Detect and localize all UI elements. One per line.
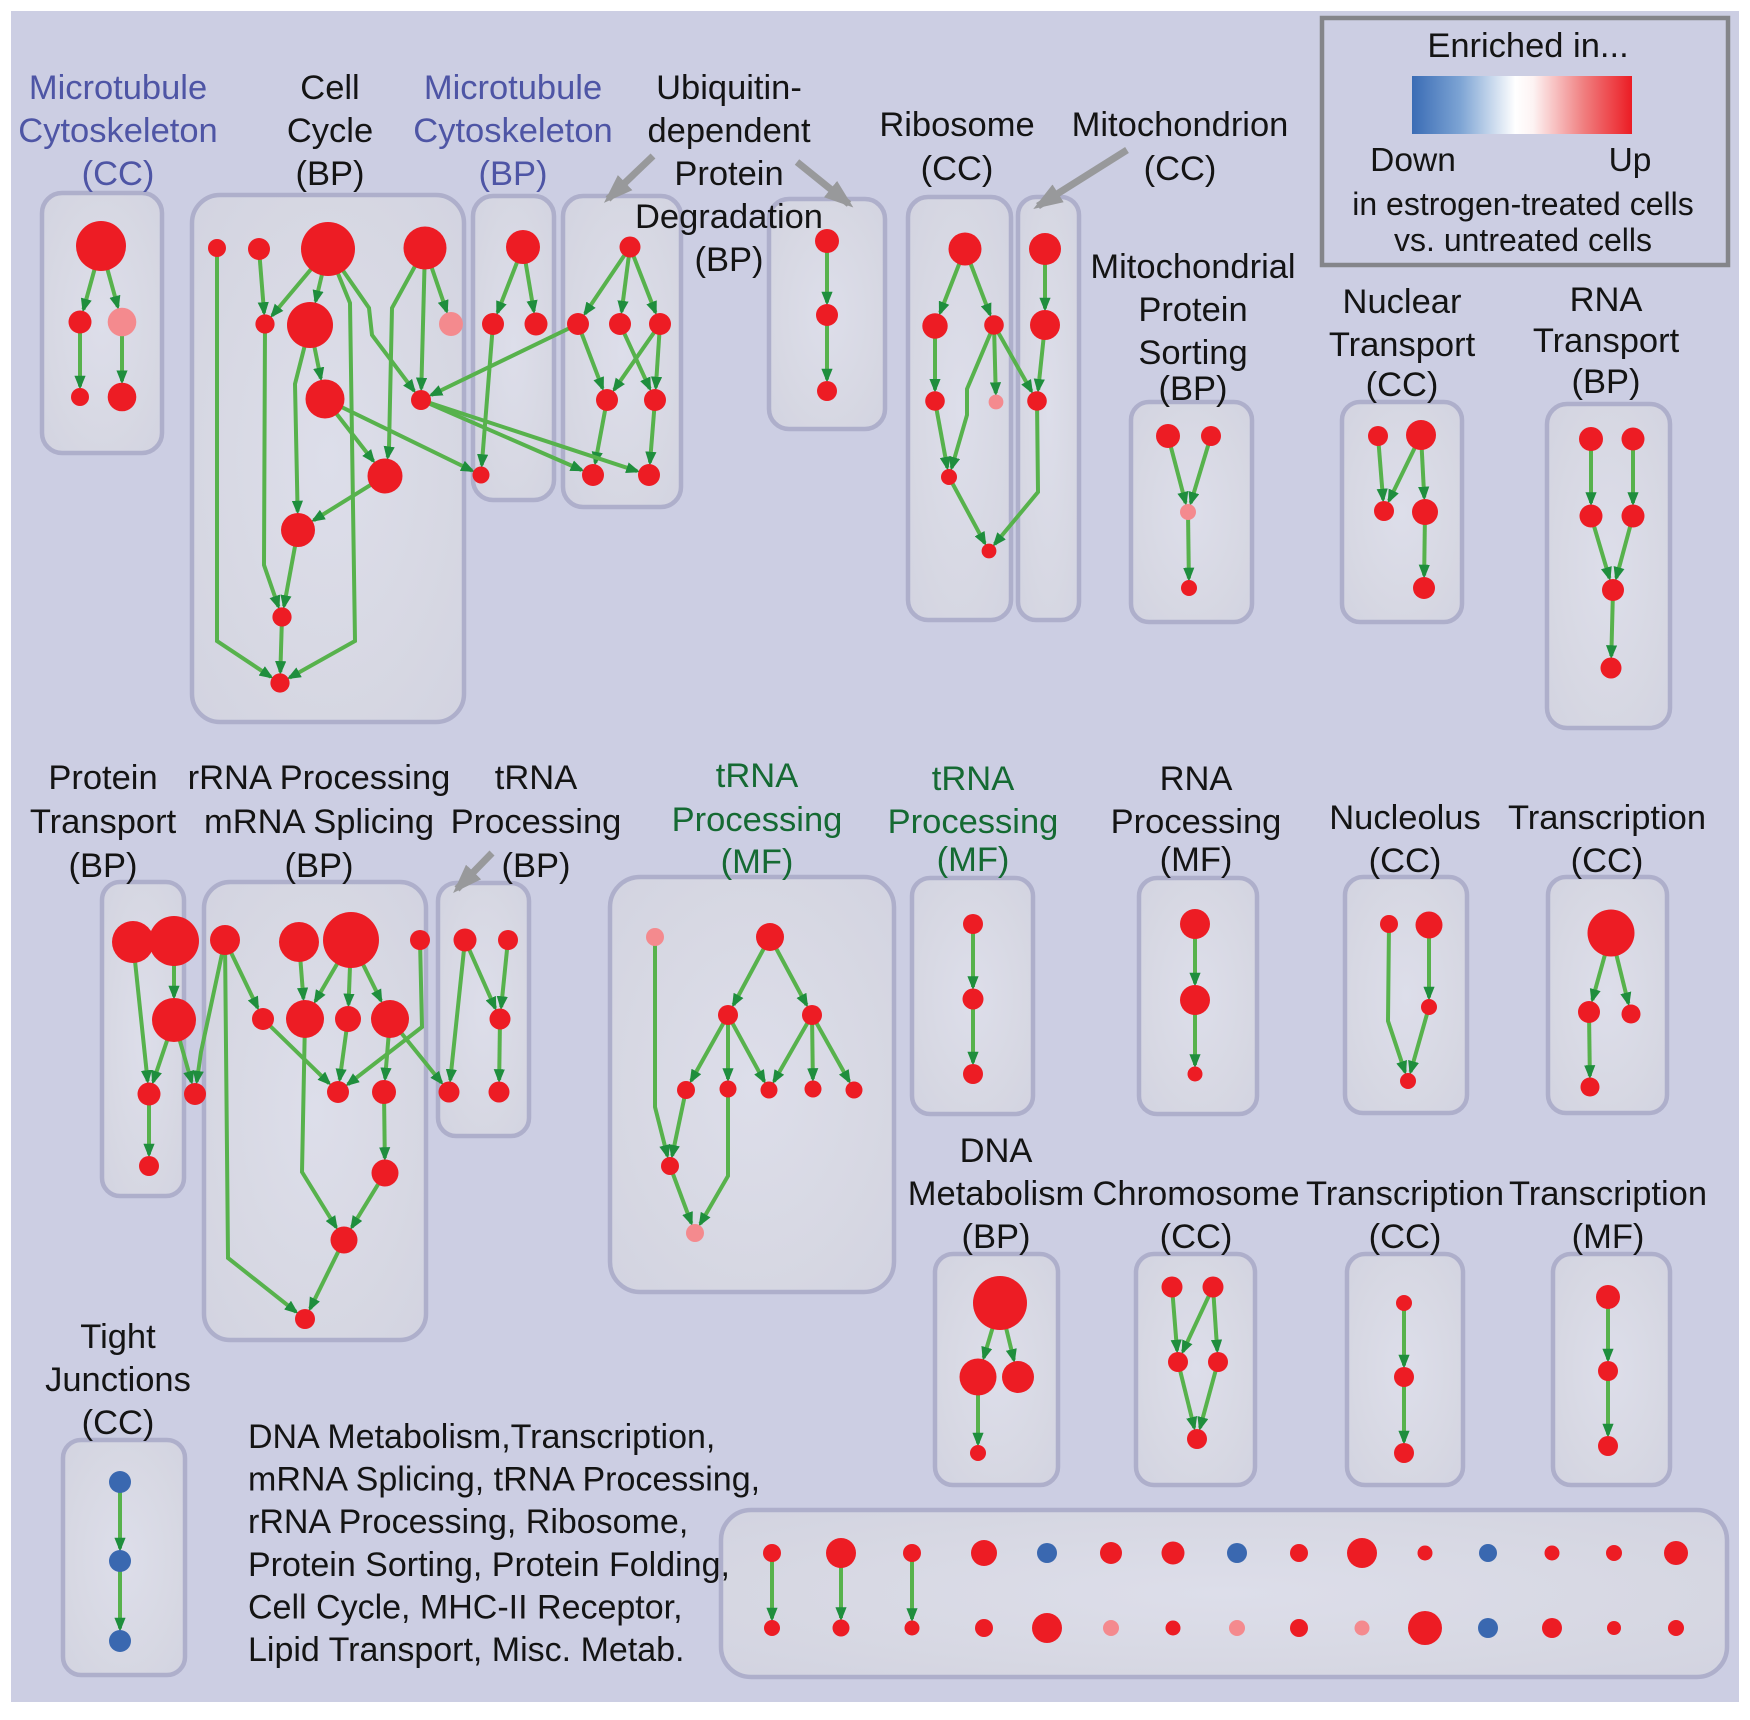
svg-text:(CC): (CC) <box>1571 842 1644 880</box>
svg-text:Sorting: Sorting <box>1138 334 1247 372</box>
svg-text:(MF): (MF) <box>1160 841 1233 879</box>
svg-text:Protein: Protein <box>1138 291 1247 329</box>
svg-text:(BP): (BP) <box>962 1218 1031 1256</box>
svg-text:mRNA Splicing: mRNA Splicing <box>204 803 434 841</box>
svg-text:(CC): (CC) <box>1369 842 1442 880</box>
svg-text:(MF): (MF) <box>1572 1218 1645 1256</box>
svg-text:Down: Down <box>1370 142 1456 179</box>
svg-text:(CC): (CC) <box>921 150 994 188</box>
svg-text:(BP): (BP) <box>1572 363 1641 401</box>
svg-text:(CC): (CC) <box>82 155 155 193</box>
svg-text:(CC): (CC) <box>1366 366 1439 404</box>
svg-text:RNA: RNA <box>1160 760 1233 798</box>
svg-text:Microtubule: Microtubule <box>424 69 602 107</box>
svg-text:tRNA: tRNA <box>495 759 577 797</box>
svg-text:Cell: Cell <box>300 69 359 107</box>
svg-text:Protein Sorting, Protein Foldi: Protein Sorting, Protein Folding, <box>248 1546 730 1584</box>
svg-text:Degradation: Degradation <box>635 198 823 236</box>
svg-text:Chromosome: Chromosome <box>1092 1175 1299 1213</box>
svg-text:(CC): (CC) <box>1160 1218 1233 1256</box>
svg-text:(BP): (BP) <box>1159 370 1228 408</box>
svg-text:(BP): (BP) <box>69 847 138 885</box>
svg-text:DNA Metabolism,Transcription,: DNA Metabolism,Transcription, <box>248 1418 715 1456</box>
svg-text:Processing: Processing <box>1111 803 1282 841</box>
svg-text:Metabolism: Metabolism <box>908 1175 1084 1213</box>
svg-text:Processing: Processing <box>451 803 622 841</box>
svg-text:DNA: DNA <box>960 1132 1033 1170</box>
svg-text:Transcription: Transcription <box>1508 799 1706 837</box>
svg-text:Lipid Transport, Misc. Metab.: Lipid Transport, Misc. Metab. <box>248 1631 685 1669</box>
svg-text:dependent: dependent <box>647 112 810 150</box>
svg-text:(MF): (MF) <box>721 843 794 881</box>
svg-text:Nuclear: Nuclear <box>1343 283 1462 321</box>
svg-text:(CC): (CC) <box>82 1404 155 1442</box>
svg-text:Enriched in...: Enriched in... <box>1427 27 1628 65</box>
svg-text:Cell Cycle, MHC-II Receptor,: Cell Cycle, MHC-II Receptor, <box>248 1588 683 1626</box>
svg-text:Protein: Protein <box>674 155 783 193</box>
svg-text:Transport: Transport <box>30 803 177 841</box>
svg-text:(BP): (BP) <box>695 241 764 279</box>
svg-text:(BP): (BP) <box>296 155 365 193</box>
svg-text:Processing: Processing <box>888 803 1059 841</box>
svg-text:vs. untreated cells: vs. untreated cells <box>1394 222 1652 258</box>
svg-text:Cytoskeleton: Cytoskeleton <box>413 112 612 150</box>
svg-text:(BP): (BP) <box>479 155 548 193</box>
svg-text:(CC): (CC) <box>1369 1218 1442 1256</box>
svg-text:rRNA Processing, Ribosome,: rRNA Processing, Ribosome, <box>248 1503 688 1541</box>
svg-text:in estrogen-treated cells: in estrogen-treated cells <box>1352 186 1694 222</box>
svg-text:(BP): (BP) <box>502 847 571 885</box>
svg-text:Transport: Transport <box>1533 322 1680 360</box>
svg-text:rRNA Processing: rRNA Processing <box>188 759 451 797</box>
svg-text:Transport: Transport <box>1329 326 1476 364</box>
svg-text:Cycle: Cycle <box>287 112 373 150</box>
svg-text:Ubiquitin-: Ubiquitin- <box>656 69 802 107</box>
svg-text:Nucleolus: Nucleolus <box>1329 799 1481 837</box>
svg-text:Transcription: Transcription <box>1509 1175 1707 1213</box>
svg-text:Microtubule: Microtubule <box>29 69 207 107</box>
svg-text:Ribosome: Ribosome <box>879 106 1034 144</box>
svg-text:tRNA: tRNA <box>932 760 1014 798</box>
svg-text:Mitochondrial: Mitochondrial <box>1090 248 1295 286</box>
svg-text:Protein: Protein <box>48 759 157 797</box>
svg-text:mRNA Splicing, tRNA Processing: mRNA Splicing, tRNA Processing, <box>248 1461 760 1499</box>
svg-text:Mitochondrion: Mitochondrion <box>1072 106 1289 144</box>
svg-text:Cytoskeleton: Cytoskeleton <box>18 112 217 150</box>
svg-text:Tight: Tight <box>80 1318 156 1356</box>
svg-text:Junctions: Junctions <box>45 1361 191 1399</box>
svg-text:tRNA: tRNA <box>716 757 798 795</box>
svg-text:(BP): (BP) <box>285 847 354 885</box>
svg-text:(CC): (CC) <box>1144 150 1217 188</box>
svg-text:Up: Up <box>1609 142 1652 179</box>
svg-text:Transcription: Transcription <box>1306 1175 1504 1213</box>
svg-text:(MF): (MF) <box>937 841 1010 879</box>
svg-text:RNA: RNA <box>1570 281 1643 319</box>
svg-text:Processing: Processing <box>672 801 843 839</box>
